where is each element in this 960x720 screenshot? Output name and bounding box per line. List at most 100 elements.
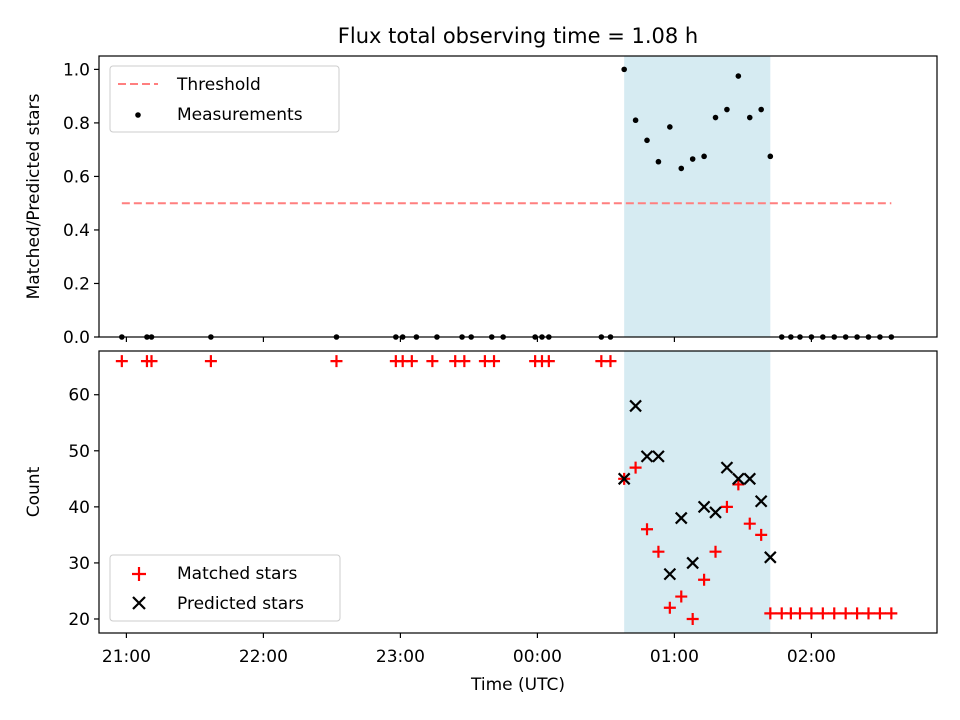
- predicted-star-point: [674, 511, 688, 525]
- matched-star-point: [732, 478, 745, 491]
- measurement-point: [735, 73, 742, 79]
- y-tick-label: 1.0: [63, 60, 90, 80]
- predicted-star-point: [754, 494, 768, 508]
- y-tick-label: 0.4: [63, 221, 90, 241]
- predicted-star-point: [686, 556, 699, 570]
- y-tick-label: 0.8: [63, 114, 90, 134]
- measurement-point: [678, 165, 685, 172]
- legend-matched-swatch: [132, 567, 146, 581]
- y-tick-label: 40: [68, 498, 90, 518]
- ratio-legend: Threshold Measurements: [109, 65, 340, 133]
- measurement-point: [644, 137, 650, 144]
- matched-star-point: [764, 607, 777, 620]
- x-axis-label: Time (UTC): [470, 675, 565, 695]
- predicted-star-point: [743, 472, 757, 486]
- y-tick-label: 0.0: [63, 328, 90, 348]
- chart-title: Flux total observing time = 1.08 h: [338, 24, 698, 48]
- x-tick-label: 23:00: [376, 647, 425, 667]
- matched-star-point: [839, 607, 852, 620]
- predicted-stars-points: [617, 399, 777, 581]
- predicted-star-point: [629, 399, 642, 413]
- predicted-star-point: [764, 551, 777, 564]
- matched-star-point: [755, 528, 768, 541]
- legend-threshold-label: Threshold: [176, 75, 261, 95]
- matched-star-point: [675, 590, 688, 603]
- y-tick-label: 50: [68, 442, 90, 462]
- matched-star-point: [330, 355, 343, 368]
- measurement-point: [746, 114, 753, 121]
- ratio-plot-frame: [98, 55, 938, 338]
- ratio-y-label: Matched/Predicted stars: [24, 93, 44, 299]
- matched-star-point: [805, 607, 818, 620]
- matched-star-point: [641, 523, 654, 536]
- x-tick-label: 02:00: [787, 647, 836, 667]
- matched-star-point: [720, 500, 733, 513]
- matched-star-point: [862, 607, 875, 620]
- matched-star-point: [743, 517, 756, 530]
- matched-star-point: [663, 601, 676, 614]
- x-tick-label: 01:00: [650, 647, 699, 667]
- observing-window-highlight: [624, 351, 771, 633]
- matched-star-point: [145, 355, 158, 368]
- matched-star-point: [488, 355, 501, 368]
- time-x-axis: 21:00 22:00 23:00 00:00 01:00 02:00: [102, 633, 836, 667]
- predicted-star-point: [709, 506, 722, 519]
- legend-predicted-label: Predicted stars: [177, 594, 304, 614]
- measurement-point: [712, 114, 719, 121]
- y-tick-label: 0.6: [63, 167, 90, 187]
- ratio-panel: 0.0 0.2 0.4 0.6 0.8 1.0 Matched/Predicted sta…: [24, 55, 938, 348]
- count-legend: Matched stars Predicted stars: [109, 554, 341, 622]
- ratio-y-axis: 0.0 0.2 0.4 0.6 0.8 1.0: [63, 60, 99, 348]
- legend-predicted-swatch: [132, 596, 146, 610]
- measurement-point: [621, 66, 627, 73]
- y-tick-label: 20: [68, 610, 90, 630]
- legend-matched-label: Matched stars: [177, 564, 297, 584]
- y-tick-label: 60: [68, 386, 90, 406]
- measurement-point: [632, 117, 639, 124]
- legend-measurements-label: Measurements: [177, 105, 303, 125]
- matched-star-point: [458, 355, 471, 368]
- y-tick-label: 0.2: [63, 274, 90, 294]
- predicted-star-point: [697, 500, 711, 514]
- observing-window-highlight: [624, 56, 771, 337]
- matched-star-point: [542, 355, 555, 368]
- x-tick-label: 00:00: [513, 647, 562, 667]
- measurement-point: [701, 153, 707, 160]
- matched-star-point: [115, 355, 128, 368]
- predicted-star-point: [652, 450, 665, 463]
- matched-star-point: [793, 607, 806, 620]
- measurement-point: [767, 153, 774, 160]
- count-panel: 20 30 40 50 60 21:00 22:00 23:00 00:00 01:00 02:0…: [24, 350, 938, 695]
- y-tick-label: 30: [68, 554, 90, 574]
- matched-star-point: [629, 461, 642, 474]
- count-plot-frame: [98, 350, 938, 634]
- predicted-star-point: [720, 461, 734, 474]
- measurement-point: [689, 156, 696, 162]
- matched-star-point: [709, 545, 722, 558]
- measurement-point: [724, 106, 730, 113]
- count-y-label: Count: [24, 466, 44, 517]
- matched-star-point: [816, 607, 829, 620]
- predicted-star-point: [732, 472, 745, 486]
- predicted-star-point: [640, 450, 654, 463]
- predicted-star-point: [663, 567, 677, 581]
- x-tick-label: 21:00: [102, 647, 151, 667]
- matched-star-point: [828, 607, 841, 620]
- matched-star-point: [686, 612, 699, 625]
- measurement-point: [655, 158, 662, 165]
- matched-star-point: [204, 355, 217, 368]
- measurement-point: [667, 124, 673, 130]
- matched-star-point: [851, 607, 864, 620]
- legend-measurements-swatch: [135, 112, 141, 118]
- matched-star-point: [652, 545, 665, 558]
- matched-star-point: [873, 607, 886, 620]
- matched-star-point: [405, 355, 418, 368]
- matched-star-point: [698, 573, 711, 586]
- matched-star-point: [426, 355, 439, 368]
- matched-star-point: [885, 607, 898, 620]
- matched-star-point: [604, 355, 617, 368]
- predicted-star-point: [617, 472, 631, 486]
- x-tick-label: 22:00: [239, 647, 288, 667]
- measurement-point: [758, 106, 764, 113]
